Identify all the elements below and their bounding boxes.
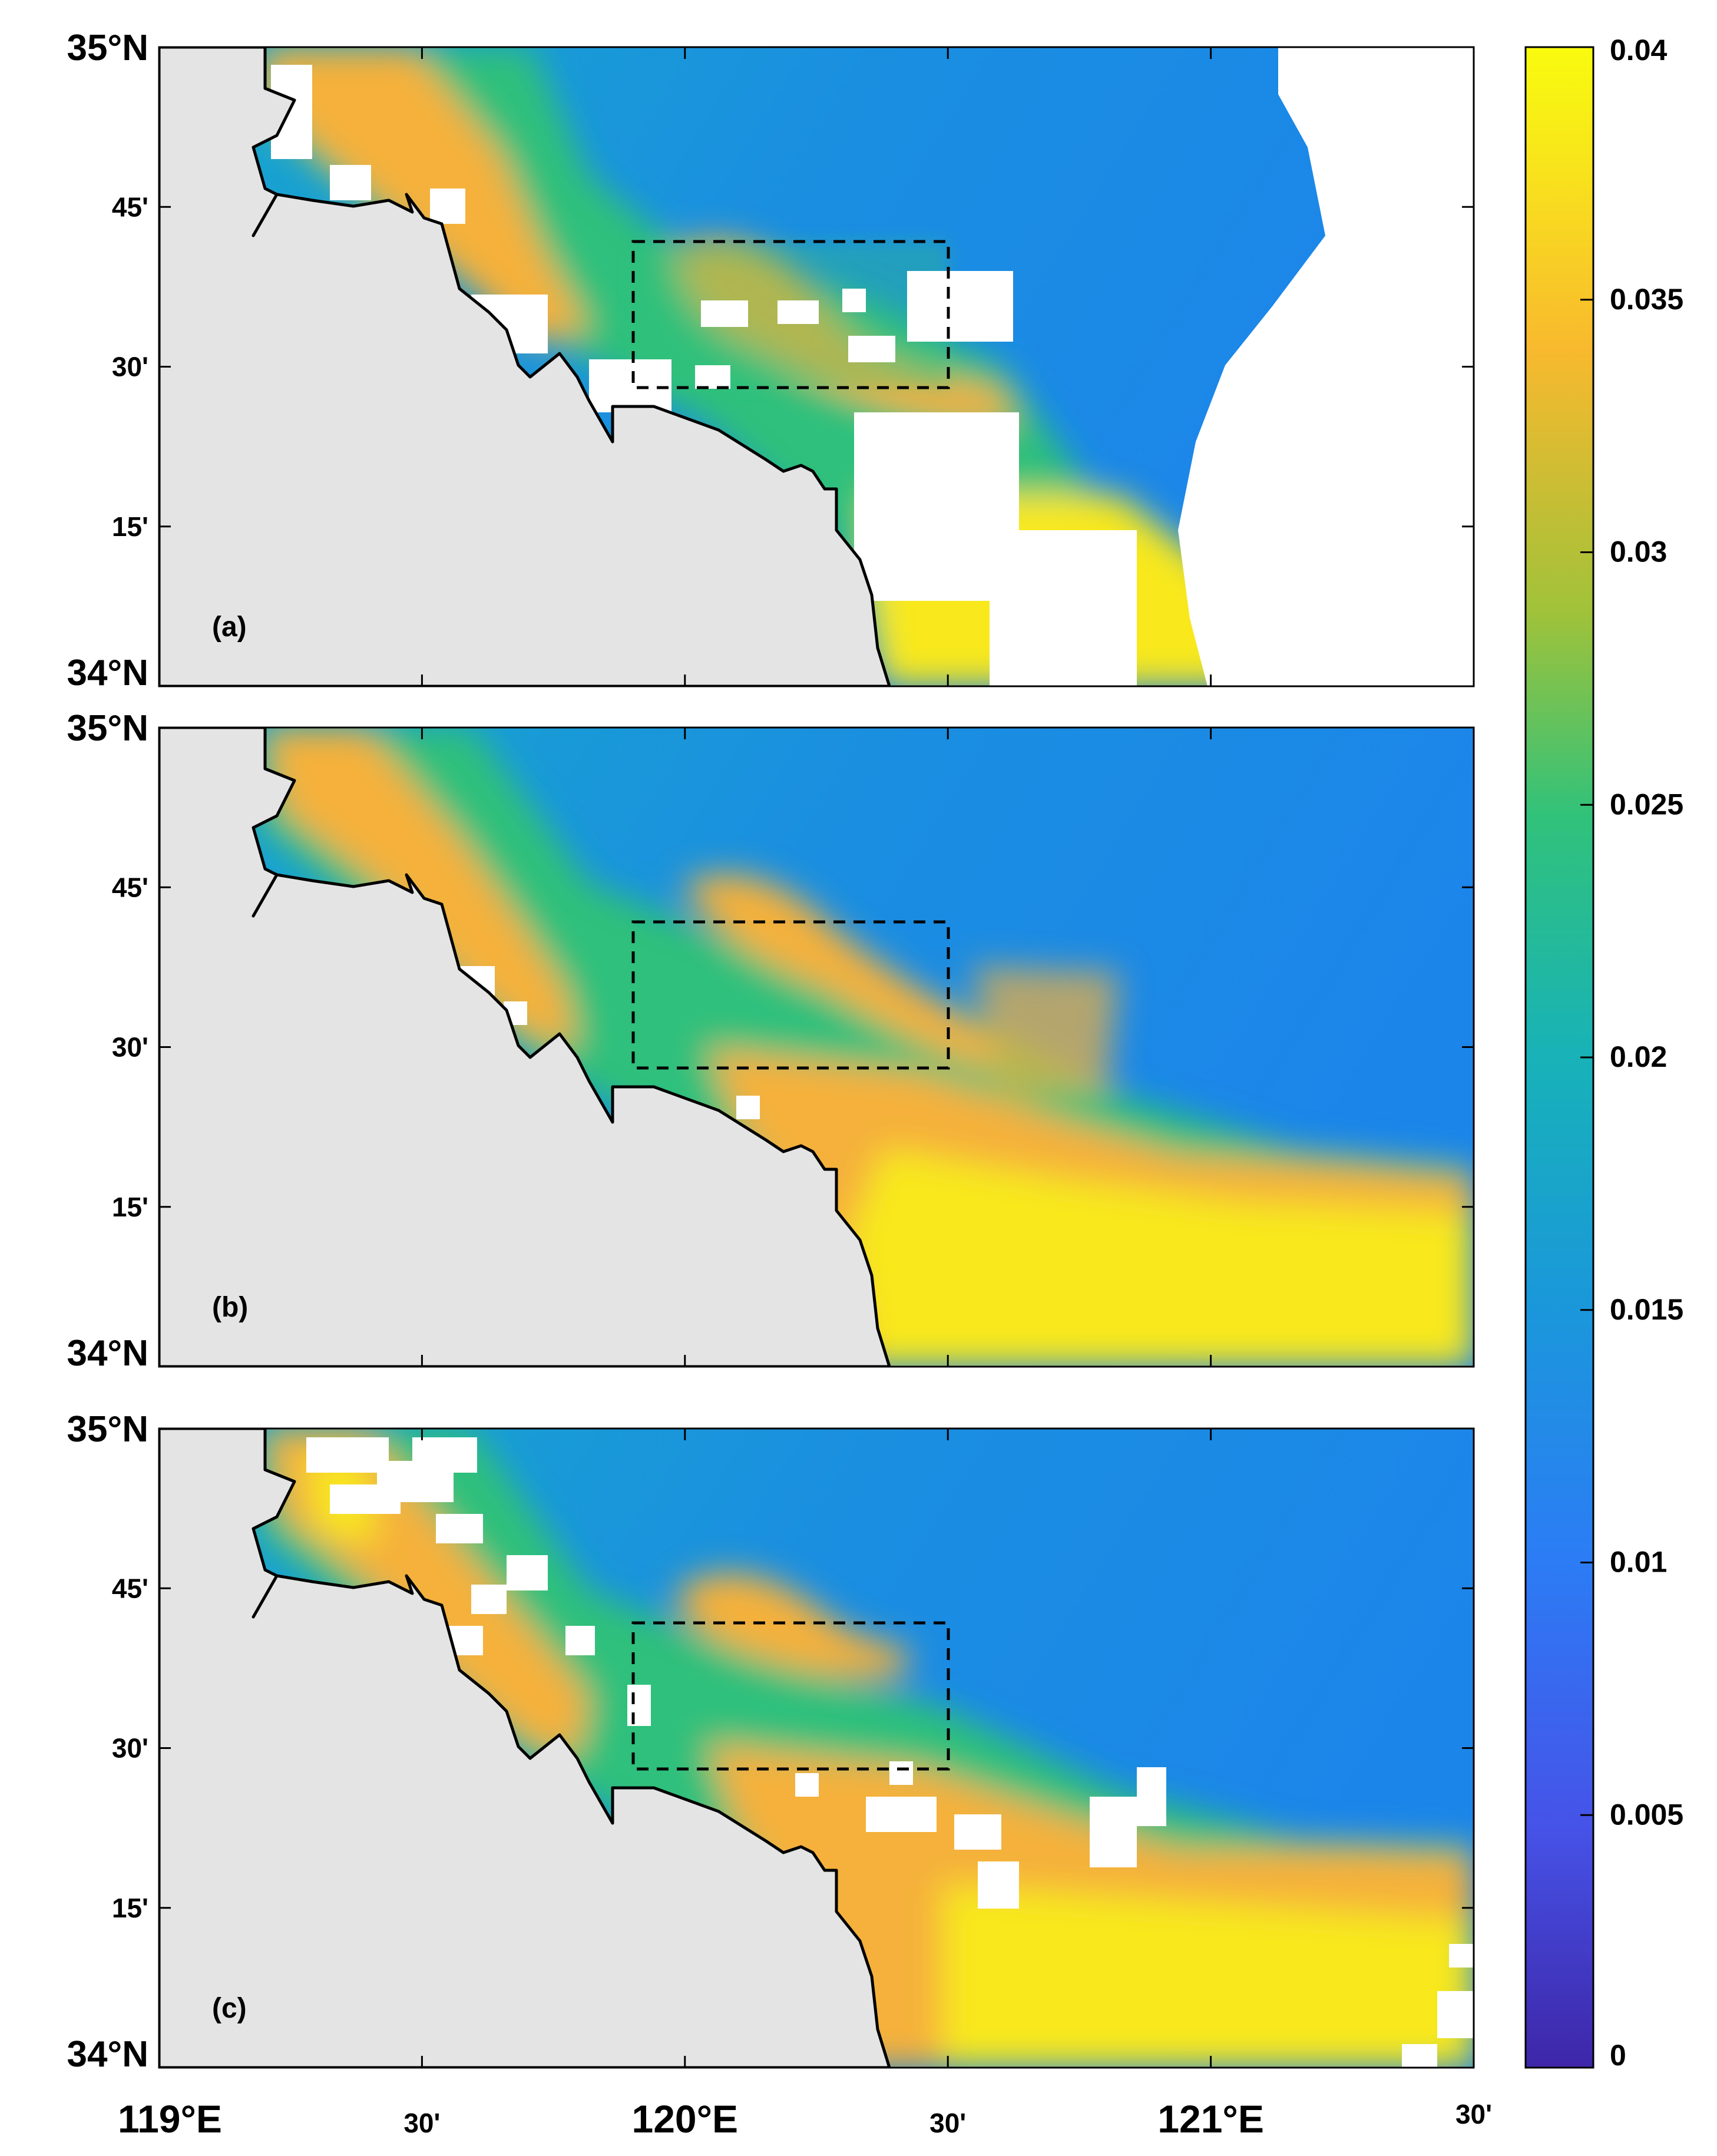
lat-tick-label: 35°N	[67, 708, 148, 749]
lat-tick-label: 34°N	[67, 653, 148, 693]
lat-tick-label: 34°N	[67, 2034, 148, 2075]
lon-tick-label-edge: 30'	[1455, 2099, 1492, 2129]
panel-b: (b)	[158, 726, 1475, 1368]
panel-a: (a)	[158, 46, 1475, 687]
panel-a-label: (a)	[212, 611, 247, 643]
lon-tick-label: 119°E	[118, 2097, 222, 2141]
lat-tick-label: 15'	[112, 1893, 148, 1923]
lat-tick-label: 15'	[112, 1192, 148, 1222]
colorbar-tick-label: 0.015	[1610, 1293, 1683, 1326]
colorbar-tick-label: 0.04	[1610, 34, 1668, 67]
colorbar-tick-label: 0.02	[1610, 1040, 1667, 1073]
lon-tick-label: 120°E	[632, 2097, 739, 2141]
colorbar-tick-label: 0.025	[1610, 788, 1683, 821]
colorbar-ticks: 0 0.005 0.01 0.015 0.02 0.025 0.03 0.035 0.04	[1580, 34, 1683, 2072]
lat-tick-label: 15'	[112, 511, 148, 542]
lat-tick-label: 45'	[112, 1573, 148, 1603]
colorbar-tick-label: 0.035	[1610, 283, 1683, 316]
colorbar-tick-label: 0.03	[1610, 535, 1667, 568]
panel-b-study-box	[631, 920, 950, 1070]
colorbar-tick-label: 0.005	[1610, 1798, 1683, 1831]
colorbar: 0 0.005 0.01 0.015 0.02 0.025 0.03 0.035 0.04	[1524, 34, 1683, 2072]
panel-b-land	[159, 728, 891, 1367]
panel-c-land	[159, 1428, 891, 2068]
panel-a-land	[159, 47, 891, 686]
lat-tick-label: 30'	[112, 1733, 148, 1764]
lat-tick-label: 35°N	[67, 28, 148, 68]
longitude-axis: 119°E 30' 120°E 30' 121°E 30'	[118, 2097, 1492, 2141]
lat-tick-label: 45'	[112, 872, 148, 902]
panel-c: (c)	[158, 1427, 1475, 2069]
colorbar-tick-label: 0	[1610, 2039, 1626, 2072]
panel-b-concentration-field	[259, 728, 1474, 1367]
panel-a-study-box	[631, 240, 950, 389]
panel-c-study-box	[631, 1621, 950, 1771]
panel-a-missing-data	[271, 47, 1474, 686]
panel-b-label: (b)	[212, 1292, 248, 1323]
lat-tick-label: 35°N	[67, 1409, 148, 1450]
lon-tick-label: 30'	[403, 2108, 440, 2138]
lon-tick-label: 121°E	[1157, 2097, 1264, 2141]
latitude-axes: 35°N 45' 30' 15' 34°N 35°N 45' 30' 15' 34°N 35°N 45…	[67, 28, 1475, 2075]
lat-tick-label: 45'	[112, 191, 148, 222]
panel-c-missing-data	[306, 1437, 1474, 2068]
lon-tick-label: 30'	[929, 2108, 966, 2138]
panel-c-label: (c)	[212, 1993, 247, 2024]
lat-tick-label: 30'	[112, 352, 148, 382]
lat-tick-label: 30'	[112, 1032, 148, 1063]
colorbar-tick-label: 0.01	[1610, 1546, 1667, 1579]
lat-tick-label: 34°N	[67, 1333, 148, 1374]
